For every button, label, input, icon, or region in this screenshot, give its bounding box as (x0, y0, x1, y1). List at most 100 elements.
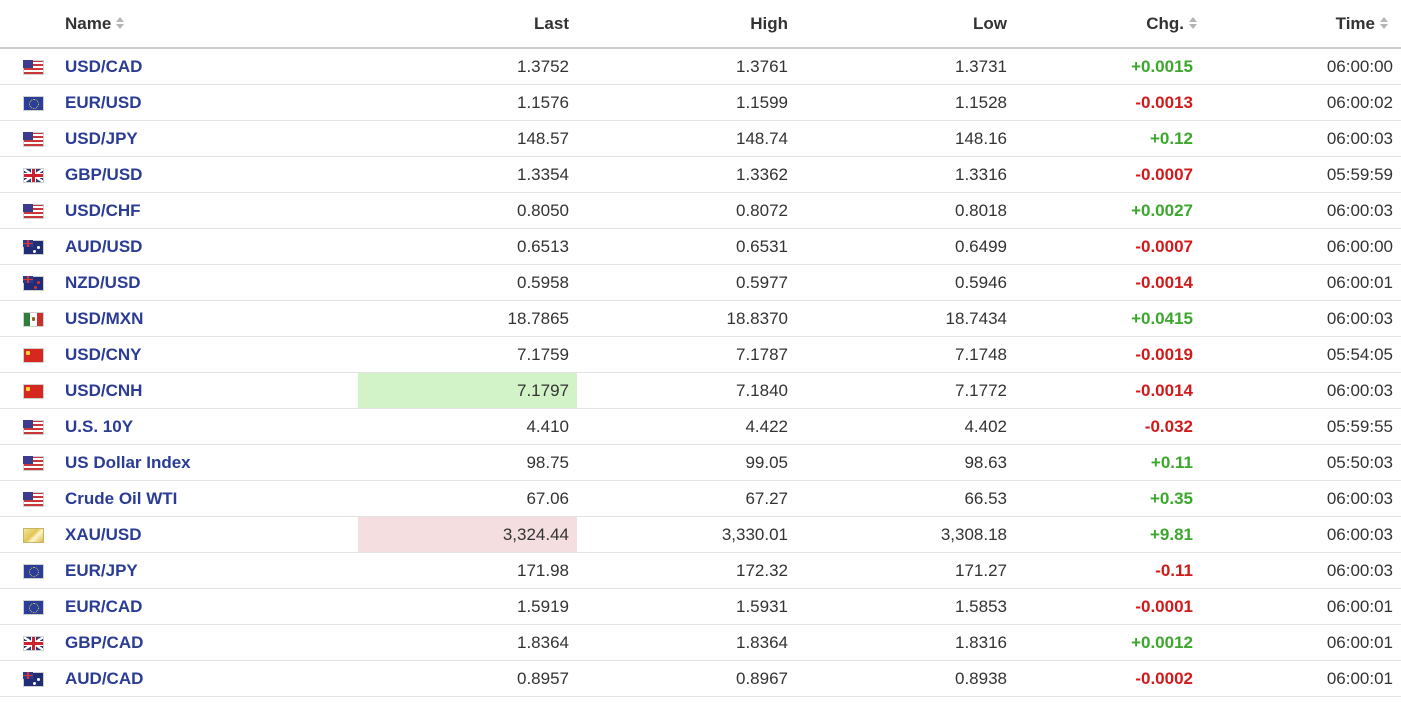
high-cell: 1.3761 (577, 48, 796, 85)
last-cell: 148.57 (358, 120, 577, 157)
change-cell: -0.0007 (1015, 156, 1201, 193)
name-cell: NZD/USD (57, 264, 358, 301)
table-row[interactable]: USD/CNY 7.1759 7.1787 7.1748 -0.0019 05:54:05 (0, 336, 1401, 373)
sort-icon[interactable] (116, 16, 125, 30)
last-cell: 7.1759 (358, 336, 577, 373)
sort-icon[interactable] (1189, 16, 1197, 30)
table-row[interactable]: GBP/CAD 1.8364 1.8364 1.8316 +0.0012 06:00:01 (0, 624, 1401, 661)
name-cell: GBP/CAD (57, 624, 358, 661)
us-flag-icon (23, 203, 44, 219)
flag-cell (0, 48, 57, 85)
time-cell: 05:59:59 (1201, 156, 1401, 193)
table-row[interactable]: NZD/USD 0.5958 0.5977 0.5946 -0.0014 06:00:01 (0, 264, 1401, 301)
last-cell: 18.7865 (358, 300, 577, 337)
high-cell: 0.5977 (577, 264, 796, 301)
instrument-link[interactable]: XAU/USD (65, 524, 142, 544)
table-row[interactable]: USD/CAD 1.3752 1.3761 1.3731 +0.0015 06:00:00 (0, 48, 1401, 85)
instrument-link[interactable]: USD/MXN (65, 308, 144, 328)
eu-flag-icon (23, 95, 44, 111)
instrument-link[interactable]: GBP/USD (65, 164, 143, 184)
change-cell: +0.0015 (1015, 48, 1201, 85)
instrument-link[interactable]: NZD/USD (65, 272, 141, 292)
low-cell: 0.6499 (796, 228, 1015, 265)
change-cell: +0.11 (1015, 444, 1201, 481)
last-cell: 0.5958 (358, 264, 577, 301)
change-cell: -0.0007 (1015, 228, 1201, 265)
change-cell: -0.11 (1015, 552, 1201, 589)
flag-cell (0, 264, 57, 301)
table-row[interactable]: USD/JPY 148.57 148.74 148.16 +0.12 06:00:03 (0, 120, 1401, 157)
low-cell: 1.5853 (796, 588, 1015, 625)
table-row[interactable]: GBP/USD 1.3354 1.3362 1.3316 -0.0007 05:59:59 (0, 156, 1401, 193)
high-cell: 148.74 (577, 120, 796, 157)
sort-icon[interactable] (1380, 16, 1388, 30)
instrument-link[interactable]: AUD/USD (65, 236, 143, 256)
time-cell: 06:00:00 (1201, 228, 1401, 265)
header-low[interactable]: Low (796, 0, 1015, 49)
time-cell: 06:00:03 (1201, 300, 1401, 337)
change-cell: -0.0019 (1015, 336, 1201, 373)
name-cell: USD/CNY (57, 336, 358, 373)
us-flag-icon (23, 131, 44, 147)
table-row[interactable]: AUD/USD 0.6513 0.6531 0.6499 -0.0007 06:00:00 (0, 228, 1401, 265)
name-cell: US Dollar Index (57, 444, 358, 481)
low-cell: 0.8018 (796, 192, 1015, 229)
table-row[interactable]: XAU/USD 3,324.44 3,330.01 3,308.18 +9.81 06:0… (0, 516, 1401, 553)
table-row[interactable]: EUR/USD 1.1576 1.1599 1.1528 -0.0013 06:00:02 (0, 84, 1401, 121)
time-cell: 06:00:01 (1201, 264, 1401, 301)
instrument-link[interactable]: U.S. 10Y (65, 416, 134, 436)
table-row[interactable]: U.S. 10Y 4.410 4.422 4.402 -0.032 05:59:55 (0, 408, 1401, 445)
name-cell: EUR/JPY (57, 552, 358, 589)
name-cell: GBP/USD (57, 156, 358, 193)
table-row[interactable]: USD/CNH 7.1797 7.1840 7.1772 -0.0014 06:00:03 (0, 372, 1401, 409)
low-cell: 4.402 (796, 408, 1015, 445)
table-row[interactable]: USD/MXN 18.7865 18.8370 18.7434 +0.0415 06:00… (0, 300, 1401, 337)
table-row[interactable]: EUR/CAD 1.5919 1.5931 1.5853 -0.0001 06:00:01 (0, 588, 1401, 625)
instrument-link[interactable]: USD/CHF (65, 200, 141, 220)
instrument-link[interactable]: USD/CAD (65, 56, 143, 76)
time-cell: 06:00:03 (1201, 120, 1401, 157)
high-cell: 0.6531 (577, 228, 796, 265)
table-row[interactable]: AUD/CAD 0.8957 0.8967 0.8938 -0.0002 06:00:01 (0, 660, 1401, 697)
table-row[interactable]: Crude Oil WTI 67.06 67.27 66.53 +0.35 06:00:0… (0, 480, 1401, 517)
table-row[interactable]: US Dollar Index 98.75 99.05 98.63 +0.11 05:50… (0, 444, 1401, 481)
instrument-link[interactable]: USD/CNH (65, 380, 143, 400)
instrument-link[interactable]: EUR/CAD (65, 596, 143, 616)
name-cell: USD/MXN (57, 300, 358, 337)
high-cell: 1.3362 (577, 156, 796, 193)
name-cell: U.S. 10Y (57, 408, 358, 445)
table-row[interactable]: EUR/JPY 171.98 172.32 171.27 -0.11 06:00:03 (0, 552, 1401, 589)
instrument-link[interactable]: EUR/JPY (65, 560, 138, 580)
us-flag-icon (23, 455, 44, 471)
flag-cell (0, 192, 57, 229)
low-cell: 1.1528 (796, 84, 1015, 121)
last-cell: 0.6513 (358, 228, 577, 265)
high-cell: 4.422 (577, 408, 796, 445)
instrument-link[interactable]: Crude Oil WTI (65, 488, 178, 508)
eu-flag-icon (23, 563, 44, 579)
header-name[interactable]: Name (57, 0, 358, 49)
flag-cell (0, 624, 57, 661)
eu-flag-icon (23, 599, 44, 615)
header-high[interactable]: High (577, 0, 796, 49)
table-row[interactable]: USD/CHF 0.8050 0.8072 0.8018 +0.0027 06:00:03 (0, 192, 1401, 229)
instrument-link[interactable]: USD/JPY (65, 128, 138, 148)
header-time[interactable]: Time (1201, 0, 1401, 49)
flag-cell (0, 372, 57, 409)
high-cell: 67.27 (577, 480, 796, 517)
low-cell: 0.5946 (796, 264, 1015, 301)
instrument-link[interactable]: AUD/CAD (65, 668, 144, 688)
change-cell: +0.0012 (1015, 624, 1201, 661)
header-chg[interactable]: Chg. (1015, 0, 1201, 49)
nz-flag-icon (23, 275, 44, 291)
header-last[interactable]: Last (358, 0, 577, 49)
flag-cell (0, 588, 57, 625)
high-cell: 7.1787 (577, 336, 796, 373)
instrument-link[interactable]: EUR/USD (65, 92, 142, 112)
time-cell: 06:00:01 (1201, 660, 1401, 697)
header-high-label: High (750, 13, 788, 33)
instrument-link[interactable]: GBP/CAD (65, 632, 144, 652)
instrument-link[interactable]: US Dollar Index (65, 452, 191, 472)
instrument-link[interactable]: USD/CNY (65, 344, 142, 364)
time-cell: 05:50:03 (1201, 444, 1401, 481)
